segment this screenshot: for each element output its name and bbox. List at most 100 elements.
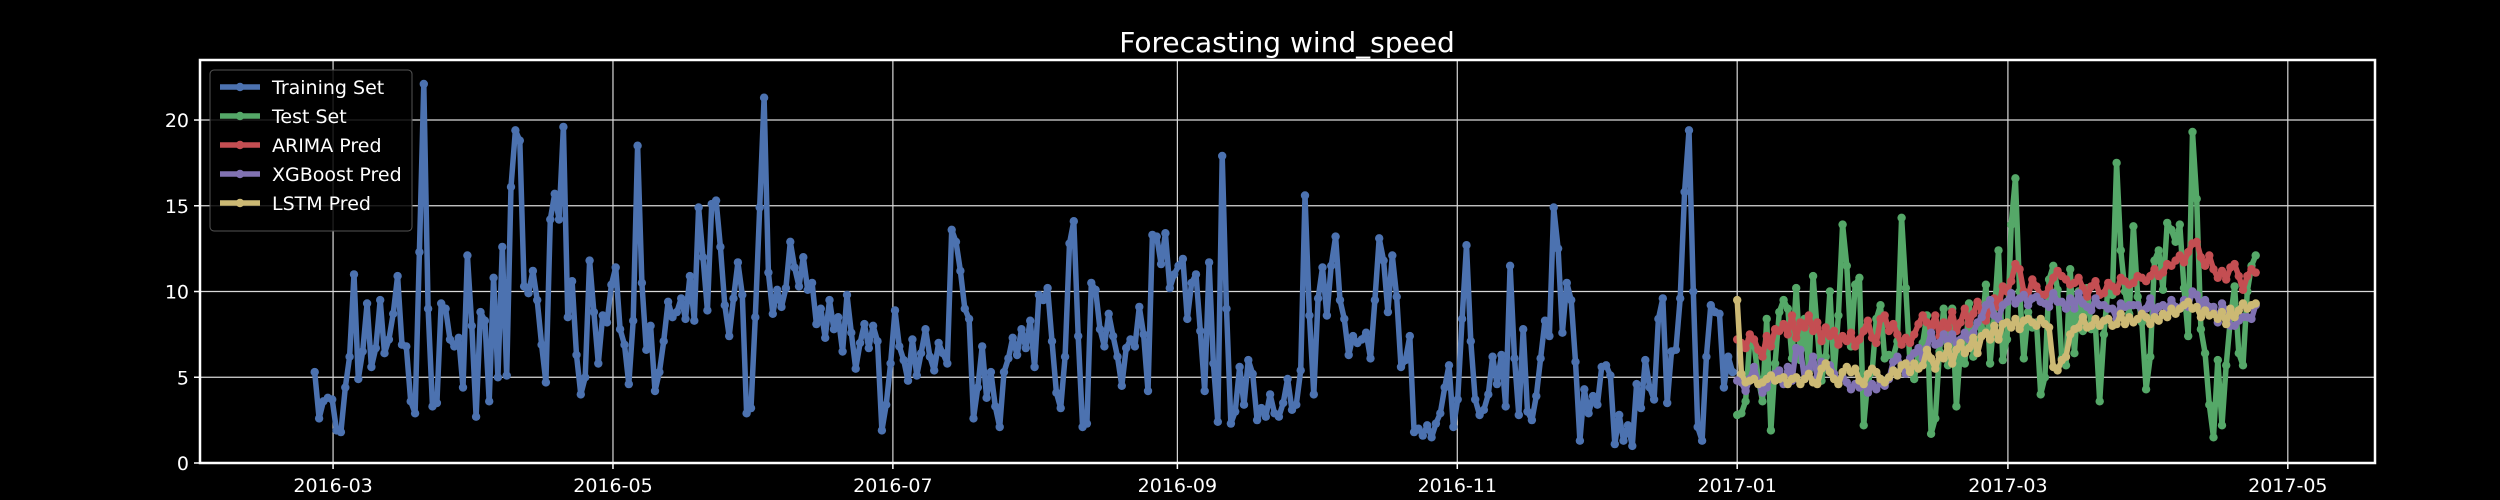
- data-point-training-set: [594, 359, 603, 368]
- data-point-training-set: [1562, 278, 1572, 288]
- data-point-training-set: [868, 321, 878, 330]
- data-point-training-set: [733, 258, 743, 267]
- data-point-training-set: [821, 333, 830, 342]
- data-point-arima-pred: [1918, 311, 1927, 320]
- data-point-training-set: [1379, 256, 1388, 265]
- data-point-lstm-pred: [2007, 323, 2016, 332]
- data-point-lstm-pred: [1901, 359, 1911, 368]
- data-point-training-set: [816, 304, 825, 313]
- data-point-lstm-pred: [2120, 319, 2130, 329]
- data-point-xgboost-pred: [2192, 290, 2201, 300]
- data-point-training-set: [493, 373, 503, 382]
- data-point-test-set: [2234, 349, 2243, 358]
- data-point-test-set: [2167, 225, 2176, 234]
- data-point-training-set: [1305, 311, 1314, 320]
- data-point-arima-pred: [2196, 253, 2206, 262]
- data-point-test-set: [1741, 397, 1750, 406]
- data-point-training-set: [1012, 350, 1022, 360]
- data-point-training-set: [1414, 424, 1423, 433]
- data-point-arima-pred: [1808, 326, 1818, 336]
- data-point-training-set: [1126, 335, 1135, 344]
- data-point-test-set: [2179, 283, 2189, 293]
- data-point-training-set: [1165, 283, 1175, 293]
- data-point-training-set: [1440, 383, 1449, 392]
- data-point-training-set: [1074, 331, 1083, 341]
- data-point-training-set: [1069, 217, 1079, 226]
- series-arima-pred: [1733, 237, 2260, 361]
- data-point-training-set: [807, 278, 817, 288]
- data-point-training-set: [1331, 232, 1340, 241]
- data-point-lstm-pred: [2192, 302, 2201, 312]
- data-point-test-set: [1792, 283, 1801, 293]
- data-point-xgboost-pred: [2167, 295, 2176, 305]
- data-point-xgboost-pred: [1808, 352, 1818, 361]
- data-point-xgboost-pred: [2074, 289, 2083, 298]
- data-point-arima-pred: [2209, 265, 2218, 274]
- data-point-training-set: [1309, 390, 1319, 399]
- data-point-test-set: [1960, 359, 1970, 368]
- data-point-training-set: [895, 342, 904, 351]
- data-point-training-set: [1645, 383, 1654, 392]
- data-point-lstm-pred: [1813, 379, 1822, 389]
- data-point-training-set: [1501, 402, 1510, 411]
- data-point-training-set: [834, 313, 843, 322]
- data-point-lstm-pred: [1733, 295, 1742, 305]
- data-point-arima-pred: [1855, 335, 1864, 344]
- data-point-lstm-pred: [1872, 367, 1881, 377]
- data-point-training-set: [454, 333, 463, 342]
- data-point-training-set: [1689, 287, 1698, 296]
- data-point-training-set: [1623, 421, 1633, 430]
- data-point-lstm-pred: [1985, 335, 1995, 344]
- data-point-training-set: [1091, 285, 1100, 294]
- data-point-training-set: [607, 280, 616, 289]
- data-point-training-set: [1370, 295, 1380, 305]
- data-point-test-set: [2095, 397, 2104, 406]
- data-point-training-set: [794, 282, 804, 291]
- data-point-training-set: [1209, 359, 1218, 368]
- data-point-lstm-pred: [2061, 352, 2071, 361]
- data-point-training-set: [485, 397, 494, 406]
- data-point-test-set: [2150, 256, 2159, 265]
- data-point-training-set: [1540, 316, 1550, 325]
- y-tick-label: 5: [177, 367, 189, 389]
- data-point-training-set: [773, 285, 782, 294]
- data-point-xgboost-pred: [2061, 304, 2071, 313]
- data-point-training-set: [694, 203, 703, 212]
- data-point-training-set: [725, 331, 734, 341]
- data-point-training-set: [1492, 379, 1502, 389]
- data-point-training-set: [1156, 259, 1166, 269]
- data-point-training-set: [1196, 326, 1205, 336]
- data-point-arima-pred: [2213, 273, 2222, 282]
- data-point-test-set: [2112, 158, 2121, 168]
- data-point-xgboost-pred: [1939, 330, 1948, 339]
- data-point-arima-pred: [2040, 290, 2050, 300]
- data-point-training-set: [1680, 187, 1689, 197]
- data-point-xgboost-pred: [2049, 289, 2058, 298]
- data-point-training-set: [890, 306, 900, 315]
- data-point-training-set: [1008, 333, 1017, 342]
- data-point-lstm-pred: [2015, 325, 2024, 334]
- data-point-training-set: [1632, 379, 1641, 389]
- data-point-test-set: [1808, 271, 1818, 281]
- data-point-training-set: [882, 400, 891, 409]
- data-point-training-set: [1484, 390, 1493, 399]
- data-point-test-set: [2222, 361, 2231, 370]
- data-point-test-set: [1931, 414, 1940, 423]
- data-point-lstm-pred: [2217, 307, 2227, 317]
- data-point-training-set: [1021, 343, 1030, 353]
- data-point-arima-pred: [1787, 311, 1797, 320]
- data-point-test-set: [2066, 265, 2075, 274]
- legend-label-xgboost-pred: XGBoost Pred: [272, 164, 402, 186]
- x-tick-label: 2016-05: [573, 475, 652, 497]
- data-point-lstm-pred: [2163, 313, 2172, 322]
- data-point-training-set: [642, 345, 651, 354]
- data-point-test-set: [2019, 354, 2029, 363]
- y-tick-label: 15: [165, 196, 189, 218]
- data-point-training-set: [1235, 362, 1244, 372]
- data-point-training-set: [1361, 328, 1371, 337]
- data-point-arima-pred: [2175, 251, 2184, 260]
- data-point-training-set: [703, 306, 712, 315]
- data-point-training-set: [1327, 261, 1336, 270]
- data-point-training-set: [964, 314, 974, 324]
- data-point-training-set: [458, 383, 468, 392]
